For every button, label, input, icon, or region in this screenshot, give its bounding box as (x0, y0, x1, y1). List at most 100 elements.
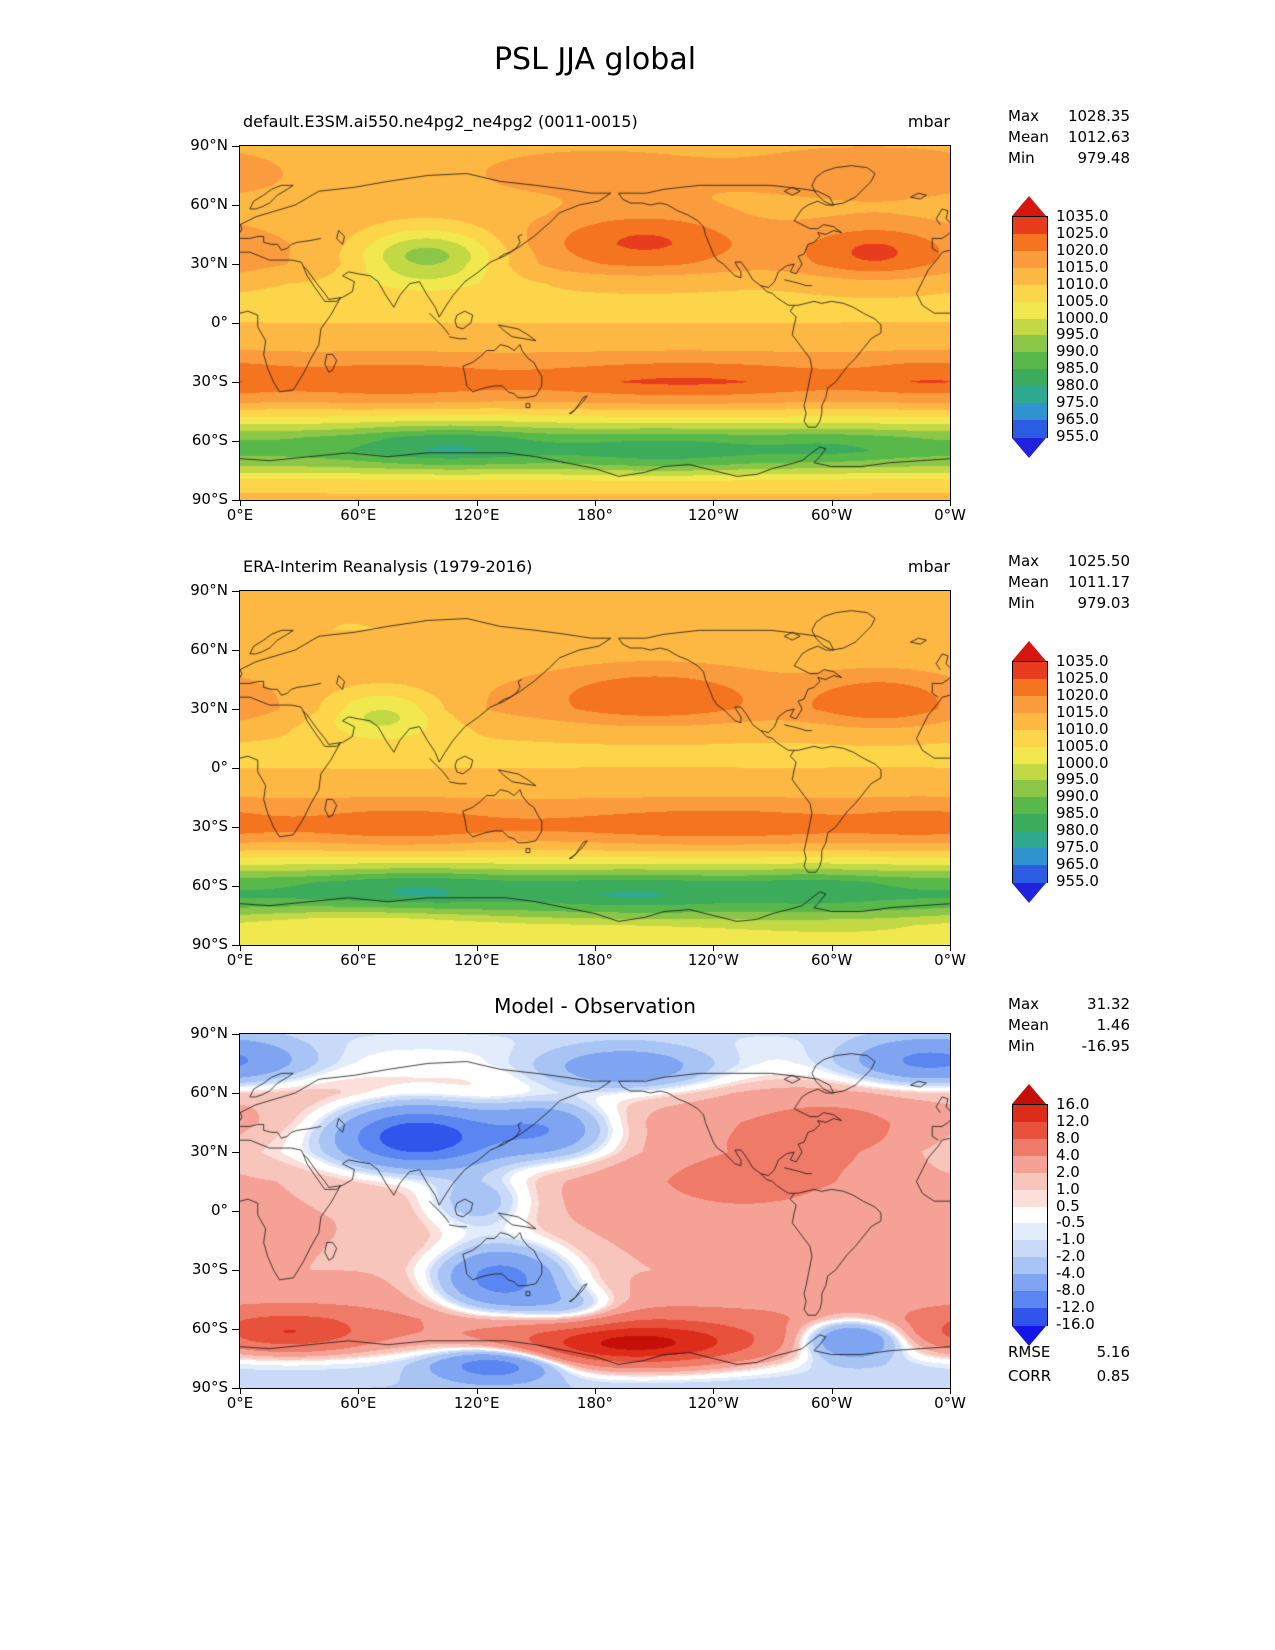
x-tick-label: 60°E (340, 951, 377, 969)
colorbar-segment (1013, 848, 1047, 866)
colorbar-segment (1013, 678, 1047, 697)
colorbar-tick-label: 16.0 (1056, 1095, 1090, 1113)
stat-label: Max (1008, 552, 1040, 570)
stat-min: Min 979.48 (1008, 150, 1130, 166)
colorbar-tick-label: -0.5 (1056, 1213, 1086, 1232)
map-canvas-observation (240, 591, 950, 945)
colorbar-segment (1013, 662, 1047, 680)
stat-value: 1011.17 (1067, 573, 1130, 591)
stat-label: Mean (1008, 128, 1049, 146)
stat-min: Min -16.95 (1008, 1038, 1130, 1054)
map-observation (239, 590, 951, 946)
colorbar: 1035.0 1025.0 1020.0 1015.0 1010.0 1005.0 1000… (1012, 196, 1132, 476)
panel-subtitle: default.E3SM.ai550.ne4pg2_ne4pg2 (0011-0… (243, 112, 638, 131)
x-tick-mark (713, 945, 715, 951)
x-tick-mark (595, 1388, 596, 1394)
colorbar-tick-label: 980.0 (1056, 376, 1099, 395)
colorbar-segment (1013, 1274, 1047, 1292)
y-tick-label: 30°N (190, 1142, 228, 1160)
y-tick-mark (232, 886, 239, 887)
colorbar-tick-label: 1.0 (1056, 1179, 1080, 1198)
colorbar-arrow-top (1012, 641, 1046, 661)
colorbar-segment (1013, 831, 1047, 849)
colorbar-bar (1012, 661, 1048, 883)
colorbar-tick-label: 1000.0 (1056, 308, 1109, 327)
colorbar-tick-label: 1020.0 (1056, 240, 1109, 259)
y-tick-mark (232, 500, 239, 501)
y-tick-mark (232, 709, 239, 710)
colorbar-segment (1013, 1240, 1047, 1258)
y-tick-label: 0° (210, 1201, 228, 1219)
colorbar-tick-label: 1000.0 (1056, 753, 1109, 772)
y-tick-label: 60°S (191, 431, 228, 449)
y-tick-label: 60°S (191, 1319, 228, 1337)
colorbar-segment (1013, 1291, 1047, 1309)
stat-value: 979.03 (1077, 594, 1131, 612)
stat-value: 0.85 (1096, 1367, 1130, 1385)
colorbar-segment (1013, 1206, 1047, 1225)
colorbar-segment (1013, 865, 1047, 883)
panel-observation: ERA-Interim Reanalysis (1979-2016) mbar … (0, 545, 1275, 985)
colorbar-arrow-bottom (1012, 883, 1046, 903)
stat-value: 1028.35 (1067, 107, 1130, 125)
colorbar-segment (1013, 1223, 1047, 1241)
x-tick-label: 0°W (934, 951, 966, 969)
y-tick-mark (232, 1093, 239, 1094)
stat-value: 1.46 (1096, 1016, 1130, 1034)
y-tick-mark (232, 650, 239, 651)
stats-block: Max 1028.35 Mean 1012.63 Min 979.48 (1008, 108, 1130, 171)
y-tick-label: 0° (210, 313, 228, 331)
stat-label: Min (1008, 1037, 1035, 1055)
panel-subtitle: Model - Observation (494, 994, 696, 1018)
colorbar-tick-label: 995.0 (1056, 325, 1099, 344)
stat-label: Max (1008, 107, 1040, 125)
y-tick-mark (232, 1152, 239, 1153)
colorbar-segment (1013, 695, 1047, 714)
colorbar-tick-label: 1025.0 (1056, 668, 1109, 687)
colorbar-tick-label: -16.0 (1056, 1315, 1095, 1333)
colorbar-segment (1013, 814, 1047, 832)
colorbar-tick-label: 975.0 (1056, 393, 1099, 412)
y-tick-mark (232, 146, 239, 147)
y-tick-mark (232, 591, 239, 592)
y-tick-mark (232, 1034, 239, 1035)
colorbar-tick-label: 990.0 (1056, 342, 1099, 361)
x-tick-label: 120°W (687, 1394, 739, 1412)
map-canvas-difference (240, 1034, 950, 1388)
colorbar-tick-label: -4.0 (1056, 1264, 1086, 1283)
x-tick-mark (476, 945, 478, 951)
colorbar-bar (1012, 1104, 1048, 1326)
stat-value: 979.48 (1077, 149, 1131, 167)
colorbar-tick-label: 1035.0 (1056, 207, 1109, 225)
colorbar-tick-label: -8.0 (1056, 1281, 1086, 1300)
y-tick-mark (232, 768, 239, 769)
colorbar-segment (1013, 729, 1047, 748)
x-tick-label: 120°E (453, 951, 500, 969)
units-label: mbar (907, 112, 950, 131)
colorbar-segment (1013, 369, 1047, 387)
x-tick-mark (713, 1388, 715, 1394)
stats-block: Max 31.32 Mean 1.46 Min -16.95 (1008, 996, 1130, 1059)
colorbar-bar (1012, 216, 1048, 438)
colorbar-tick-label: 995.0 (1056, 770, 1099, 789)
colorbar-tick-label: 1005.0 (1056, 291, 1109, 310)
colorbar-tick-label: 990.0 (1056, 787, 1099, 806)
x-tick-mark (476, 1388, 478, 1394)
x-tick-label: 0°W (934, 506, 966, 524)
colorbar-segment (1013, 1257, 1047, 1275)
colorbar-tick-label: 1025.0 (1056, 223, 1109, 242)
x-tick-label: 0°E (226, 1394, 254, 1412)
x-tick-label: 60°E (340, 1394, 377, 1412)
y-tick-label: 30°N (190, 254, 228, 272)
y-tick-label: 30°S (191, 372, 228, 390)
stat-corr: CORR 0.85 (1008, 1368, 1130, 1384)
colorbar-segment (1013, 217, 1047, 235)
y-tick-label: 30°S (191, 817, 228, 835)
panel-subtitle: ERA-Interim Reanalysis (1979-2016) (243, 557, 533, 576)
x-tick-mark (358, 1388, 360, 1394)
colorbar-tick-label: 1015.0 (1056, 257, 1109, 276)
y-tick-label: 60°N (190, 1083, 228, 1101)
colorbar-segment (1013, 250, 1047, 269)
x-tick-label: 0°E (226, 951, 254, 969)
x-tick-label: 60°W (810, 506, 853, 524)
